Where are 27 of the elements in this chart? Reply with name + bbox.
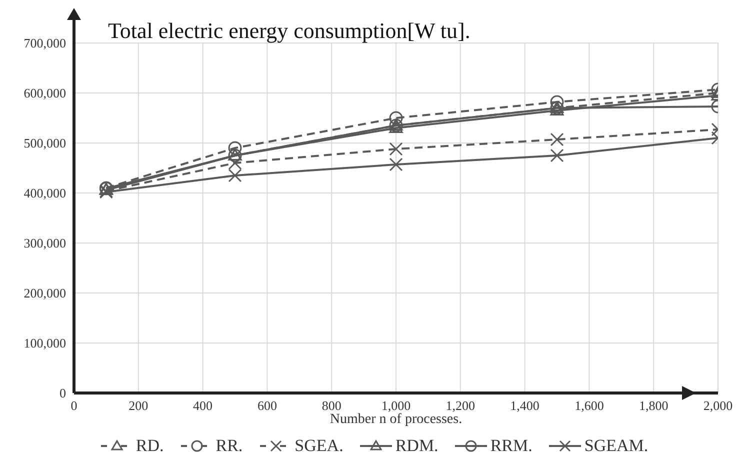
y-tick-label: 700,000 [24, 36, 66, 51]
x-tick-label: 200 [128, 398, 148, 414]
legend-label: SGEAM. [583, 436, 648, 456]
x-tick-label: 1,200 [446, 398, 476, 414]
legend-label: RD. [134, 436, 164, 456]
x-tick-label: 1,600 [574, 398, 604, 414]
x-tick-label: 800 [322, 398, 342, 414]
x-tick-label: 1,800 [638, 398, 668, 414]
chart-title: Total electric energy consumption[W tu]. [108, 18, 470, 43]
y-tick-label: 100,000 [24, 336, 66, 351]
x-tick-label: 600 [257, 398, 277, 414]
x-tick-label: 2,000 [703, 398, 733, 414]
x-axis-title: Number n of processes. [330, 412, 462, 427]
y-tick-label: 0 [60, 386, 66, 401]
legend-label: RDM. [394, 436, 438, 456]
x-tick-label: 0 [70, 398, 78, 414]
y-tick-label: 600,000 [24, 86, 66, 101]
legend-label: RR. [214, 436, 243, 456]
x-tick-label: 1,000 [381, 398, 411, 414]
legend-label: SGEA. [294, 436, 344, 456]
y-tick-label: 500,000 [24, 136, 66, 151]
legend-label: RRM. [489, 436, 532, 456]
y-tick-label: 400,000 [24, 186, 66, 201]
y-tick-label: 300,000 [24, 236, 66, 251]
y-tick-label: 200,000 [24, 286, 66, 301]
x-tick-label: 1,400 [510, 398, 540, 414]
x-tick-label: 400 [193, 398, 213, 414]
